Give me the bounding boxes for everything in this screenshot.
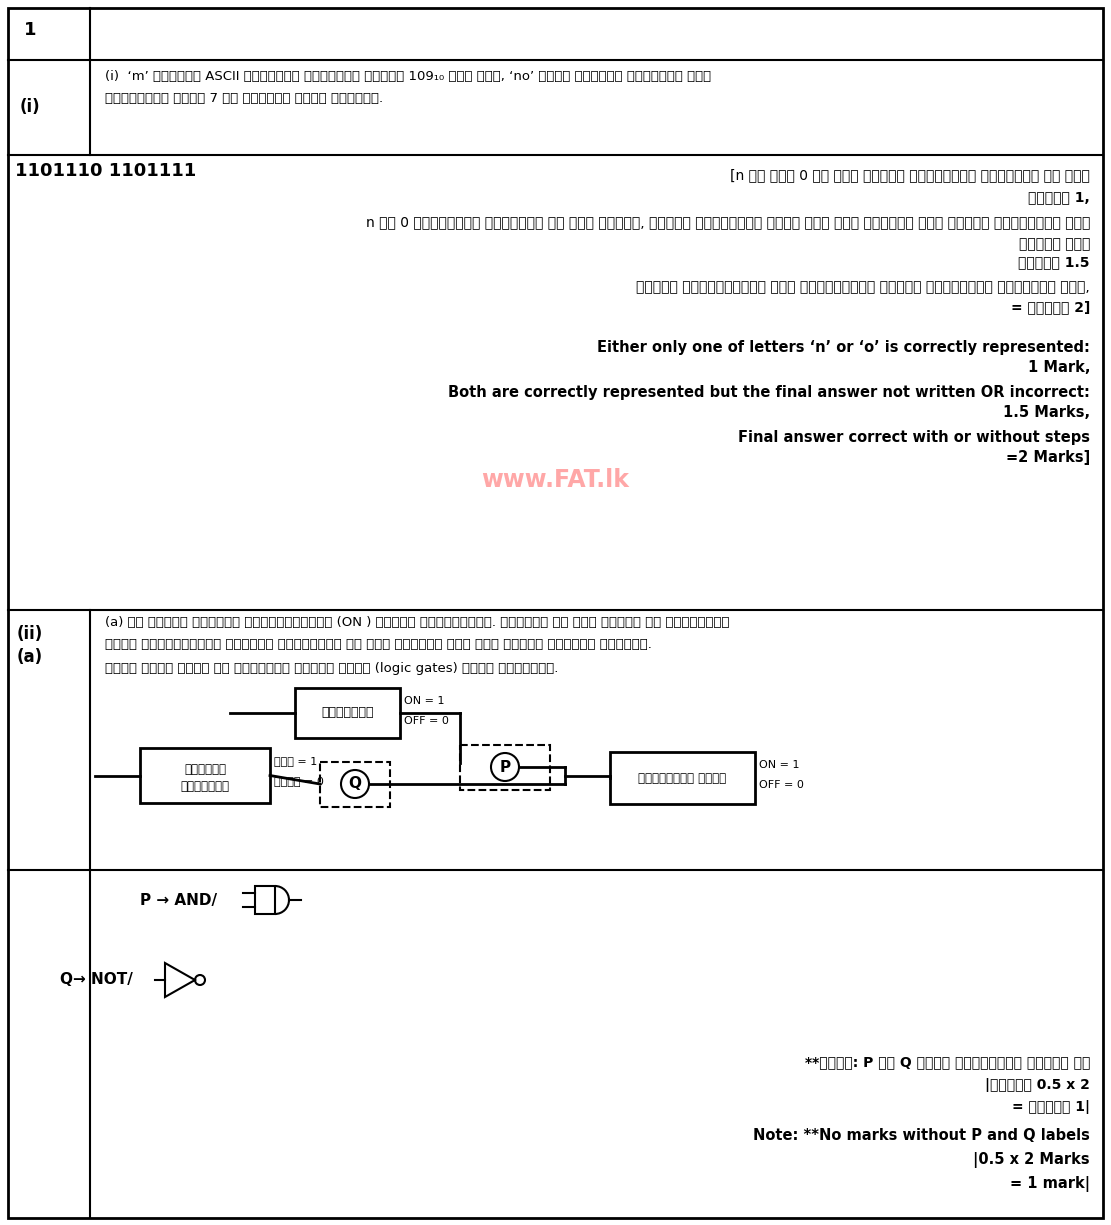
Text: Both are correctly represented but the final answer not written OR incorrect:: Both are correctly represented but the f… [448, 385, 1090, 401]
Text: සංවේදකය: සංවේදකය [180, 780, 230, 793]
Bar [610, 752, 755, 804]
Text: =2 Marks]: =2 Marks] [1005, 450, 1090, 466]
Text: ON = 1: ON = 1 [404, 696, 444, 706]
Text: OFF = 0: OFF = 0 [404, 715, 449, 726]
Text: ON = 1: ON = 1 [759, 760, 800, 771]
Text: Note: **No marks without P and Q labels: Note: **No marks without P and Q labels [753, 1128, 1090, 1143]
Text: නොමටි නම්: නොමටි නම් [1019, 236, 1090, 251]
Text: 1101110 1101111: 1101110 1101111 [16, 162, 197, 180]
Text: ඇතු = 1: ඇතු = 1 [274, 756, 318, 766]
Text: (i): (i) [20, 98, 40, 116]
Text: පියවර සහිතළළළළළළ හෝ් රහිතළළළළළ අවසන් පිලිතුරා නිවාරදි නම්,: පියවර සහිතළළළළළළ හෝ් රහිතළළළළළ අවසන් පිල… [637, 281, 1090, 294]
Bar [140, 748, 270, 804]
Text: 1.5 Marks,: 1.5 Marks, [1003, 405, 1090, 420]
Text: සිදිල්ම් පංකු: සිදිල්ම් පංකු [639, 772, 727, 784]
Text: OFF = 0: OFF = 0 [759, 780, 804, 790]
Text: Final answer correct with or without steps: Final answer correct with or without ste… [738, 430, 1090, 445]
Text: n හා 0 නිවාරදිළ නිරුපණය කර ඇති නමුදු, අවසන් පිලිතුරා වරදි ලෝස ලිය ඇත්නම් හෝ් අවස: n හා 0 නිවාරදිළ නිරුපණය කර ඇති නමුදු, අව… [366, 216, 1090, 229]
Text: Q: Q [349, 777, 361, 791]
Text: ලකුණු 1.5: ලකුණු 1.5 [1019, 255, 1090, 270]
Text: [n හි හෝ් 0 හි අගය පමණක් නිවාරදිළ නිරුපණය වේ නම්: [n හි හෝ් 0 හි අගය පමණක් නිවාරදිළ නිරුපණ… [730, 168, 1090, 183]
Text: විතු = 0: විතු = 0 [274, 775, 324, 786]
Text: (a): (a) [17, 648, 43, 666]
Text: = ලකුණු 1|: = ලකුණු 1| [1012, 1100, 1090, 1114]
Text: Q→ NOT/: Q→ NOT/ [60, 973, 138, 987]
Text: **සටහන: P සහ Q ලේබල නොමටිළළළ ලකුණු නට: **සටහන: P සහ Q ලේබල නොමටිළළළ ලකුණු නට [804, 1055, 1090, 1069]
Text: = 1 mark|: = 1 mark| [1010, 1176, 1090, 1192]
Text: අක්කරයකට බිටු 7 ක් බටගින් යෝදා ලියන්න.: අක්කරයකට බිටු 7 ක් බටගින් යෝදා ලියන්න. [106, 92, 383, 105]
Text: ස්විටඨය: ස්විටඨය [321, 707, 373, 719]
Text: 1: 1 [23, 21, 37, 39]
Text: (i)  ‘m’ අක්කරය ASCII වලුවේනි නිරුපණය වන්නේ 109₁₀ ලෝස නම්, ‘no’ වදන් දක්විම නිරු: (i) ‘m’ අක්කරය ASCII වලුවේනි නිරුපණය වන්… [106, 70, 711, 83]
Bar [320, 762, 390, 807]
Text: = ලකුණු 2]: = ලකුණු 2] [1011, 300, 1090, 314]
Text: P: P [500, 760, 511, 774]
Bar [296, 688, 400, 737]
Text: |0.5 x 2 Marks: |0.5 x 2 Marks [973, 1152, 1090, 1167]
Text: |ලකුණු 0.5 x 2: |ලකුණු 0.5 x 2 [985, 1078, 1090, 1091]
Text: P → AND/: P → AND/ [140, 893, 222, 908]
Text: Either only one of letters ‘n’ or ‘o’ is correctly represented:: Either only one of letters ‘n’ or ‘o’ is… [597, 341, 1090, 355]
Text: www.FAT.lk: www.FAT.lk [481, 468, 629, 492]
Text: ඊටක්වය: ඊටක්වය [184, 763, 226, 775]
Bar [256, 886, 276, 914]
Text: පංකළ ක්රියාත්මක කාරිමළ නිර්මාණය පූ පහන පෙන්වා ඇති සරල තර්කන පරිපථය සලකන්න.: පංකළ ක්රියාත්මක කාරිමළ නිර්මාණය පූ පහන ප… [106, 638, 652, 650]
Text: 1 Mark,: 1 Mark, [1028, 360, 1090, 375]
Text: (ii): (ii) [17, 625, 43, 643]
Text: ලකුණු 1,: ලකුණු 1, [1029, 190, 1090, 205]
Bar [460, 745, 550, 790]
Text: ⓟසහⓎ සදහා ඇදාල වන තාර්කික ද්වාර එදුක (logic gates) ලියා දක්වන්න.: ⓟසහⓎ සදහා ඇදාල වන තාර්කික ද්වාර එදුක (lo… [106, 662, 559, 675]
Text: (a) බල සටහන් සක්රිය ක්රියාත්මකට (ON ) පවතින අතරකුරුදි. ඊටක්වය හට අගය පවතින උස සි: (a) බල සටහන් සක්රිය ක්රියාත්මකට (ON ) පව… [106, 616, 730, 628]
